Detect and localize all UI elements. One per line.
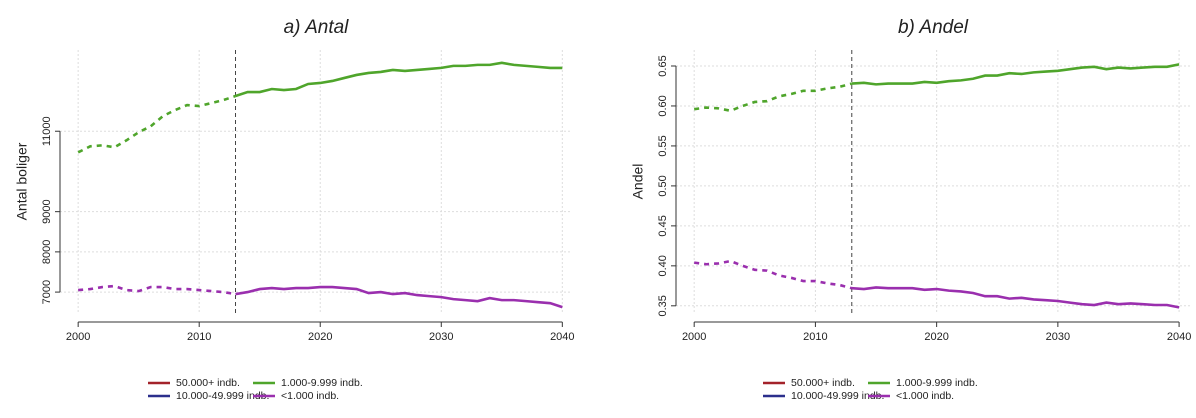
y-tick-label: 7000	[41, 280, 53, 304]
x-tick-label: 2010	[803, 331, 827, 343]
y-tick-label: 11000	[41, 116, 53, 146]
series-line	[235, 61, 563, 98]
x-tick-label: 2020	[924, 331, 948, 343]
y-tick-label: 0.55	[657, 135, 669, 156]
y-axis-label: Andel	[630, 164, 646, 200]
legend-label: 1.000-9.999 indb.	[281, 377, 363, 389]
chart-title: a) Antal	[284, 17, 350, 38]
legend-label: 10.000-49.999 indb.	[791, 390, 884, 402]
series-line-projected	[694, 82, 853, 113]
series-line	[851, 63, 1180, 86]
legend-label: 1.000-9.999 indb.	[896, 377, 978, 389]
series-line-projected	[78, 284, 236, 296]
legend-label: 50.000+ indb.	[176, 377, 240, 389]
series-line	[235, 285, 563, 309]
legend-label: 50.000+ indb.	[791, 377, 855, 389]
y-tick-label: 0.35	[657, 295, 669, 316]
legend-label: <1.000 indb.	[896, 390, 954, 402]
chart-title: b) Andel	[898, 17, 969, 38]
legend-label: <1.000 indb.	[281, 390, 339, 402]
x-tick-label: 2020	[308, 331, 332, 343]
x-tick-label: 2030	[429, 331, 453, 343]
x-tick-label: 2000	[66, 331, 90, 343]
series-line	[851, 286, 1180, 309]
y-tick-label: 0.45	[657, 215, 669, 236]
x-tick-label: 2040	[550, 331, 574, 343]
series-line-projected	[77, 94, 236, 154]
series-line-projected	[694, 259, 853, 290]
x-tick-label: 2040	[1167, 331, 1191, 343]
y-tick-label: 0.65	[657, 55, 669, 76]
y-axis-label: Antal boliger	[14, 142, 30, 220]
y-tick-label: 0.60	[657, 95, 669, 116]
y-tick-label: 9000	[41, 199, 53, 223]
y-tick-label: 0.40	[657, 255, 669, 276]
x-tick-label: 2000	[682, 331, 706, 343]
y-tick-label: 0.50	[657, 175, 669, 196]
y-tick-label: 8000	[41, 240, 53, 264]
legend-label: 10.000-49.999 indb.	[176, 390, 269, 402]
x-tick-label: 2030	[1046, 331, 1070, 343]
x-tick-label: 2010	[187, 331, 211, 343]
